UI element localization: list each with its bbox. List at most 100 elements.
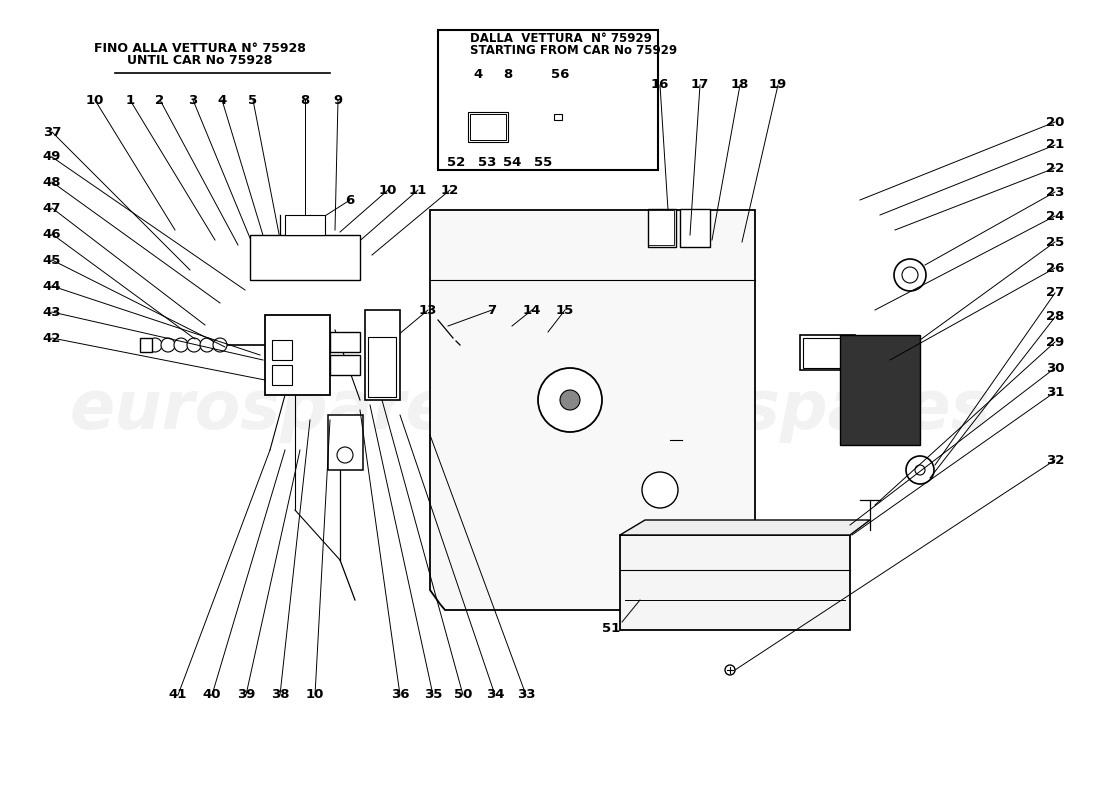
Text: 22: 22 [1046, 162, 1064, 174]
Text: 6: 6 [345, 194, 354, 206]
Bar [468, 112, 508, 142]
Text: 10: 10 [86, 94, 104, 106]
Circle shape [915, 465, 925, 475]
Text: 47: 47 [43, 202, 62, 214]
Bar [365, 310, 400, 400]
Circle shape [174, 338, 188, 352]
Bar [554, 114, 562, 120]
Text: 10: 10 [378, 183, 397, 197]
Text: 46: 46 [43, 227, 62, 241]
Text: 12: 12 [441, 183, 459, 197]
Text: 48: 48 [43, 175, 62, 189]
Circle shape [560, 390, 580, 410]
Circle shape [538, 368, 602, 432]
Text: 34: 34 [486, 689, 504, 702]
Bar [330, 332, 360, 352]
Bar [140, 338, 152, 352]
Text: 26: 26 [1046, 262, 1064, 274]
Text: 14: 14 [522, 303, 541, 317]
Text: 16: 16 [651, 78, 669, 91]
Text: 43: 43 [43, 306, 62, 318]
Bar [800, 335, 855, 370]
Text: 8: 8 [504, 69, 513, 82]
Bar [648, 209, 676, 247]
Text: 23: 23 [1046, 186, 1064, 198]
Text: 33: 33 [517, 689, 536, 702]
Bar [328, 415, 363, 470]
Bar [438, 30, 658, 170]
Text: 56: 56 [551, 69, 569, 82]
Circle shape [142, 341, 150, 349]
Text: 20: 20 [1046, 115, 1064, 129]
Polygon shape [430, 210, 755, 610]
Bar [272, 365, 292, 385]
Text: STARTING FROM CAR No 75929: STARTING FROM CAR No 75929 [470, 45, 678, 58]
Text: 18: 18 [730, 78, 749, 91]
Text: 1: 1 [125, 94, 134, 106]
Text: DALLA  VETTURA  N° 75929: DALLA VETTURA N° 75929 [470, 31, 652, 45]
Circle shape [902, 267, 918, 283]
Text: 49: 49 [43, 150, 62, 163]
Text: 9: 9 [333, 94, 342, 106]
Circle shape [161, 338, 175, 352]
Text: 41: 41 [168, 689, 187, 702]
Text: 7: 7 [487, 303, 496, 317]
Bar [272, 340, 292, 360]
Text: 32: 32 [1046, 454, 1064, 466]
Circle shape [725, 665, 735, 675]
Text: 5: 5 [249, 94, 257, 106]
Text: 27: 27 [1046, 286, 1064, 299]
Text: eurospares: eurospares [570, 377, 991, 443]
Text: 21: 21 [1046, 138, 1064, 151]
Text: 8: 8 [300, 94, 309, 106]
Text: 17: 17 [691, 78, 710, 91]
Text: 24: 24 [1046, 210, 1064, 222]
Bar [470, 114, 506, 140]
Text: 19: 19 [769, 78, 788, 91]
Text: 31: 31 [1046, 386, 1064, 398]
Circle shape [337, 447, 353, 463]
Text: 11: 11 [409, 183, 427, 197]
Bar [368, 337, 396, 397]
Text: 4: 4 [218, 94, 227, 106]
Text: 36: 36 [390, 689, 409, 702]
Circle shape [213, 338, 227, 352]
Text: 54: 54 [503, 157, 521, 170]
Circle shape [187, 338, 201, 352]
Text: 55: 55 [534, 157, 552, 170]
Text: 28: 28 [1046, 310, 1064, 323]
Text: 29: 29 [1046, 335, 1064, 349]
Text: 15: 15 [556, 303, 574, 317]
Text: 2: 2 [155, 94, 165, 106]
Polygon shape [620, 535, 850, 630]
Text: 13: 13 [419, 303, 437, 317]
Text: 52: 52 [447, 157, 465, 170]
Text: FINO ALLA VETTURA N° 75928: FINO ALLA VETTURA N° 75928 [95, 42, 306, 54]
Text: 3: 3 [188, 94, 198, 106]
Text: 39: 39 [236, 689, 255, 702]
Bar [265, 315, 330, 395]
Circle shape [292, 237, 308, 253]
Bar [330, 355, 360, 375]
Bar [285, 215, 324, 235]
Circle shape [148, 338, 162, 352]
Text: 51: 51 [602, 622, 620, 634]
Text: 45: 45 [43, 254, 62, 266]
Text: UNTIL CAR No 75928: UNTIL CAR No 75928 [128, 54, 273, 67]
Circle shape [642, 472, 678, 508]
Bar [840, 335, 920, 445]
Bar [803, 338, 852, 368]
Circle shape [906, 456, 934, 484]
Text: 4: 4 [473, 69, 483, 82]
Bar [250, 235, 360, 280]
Circle shape [376, 354, 388, 366]
Bar [648, 210, 674, 245]
Text: 53: 53 [477, 157, 496, 170]
Text: eurospares: eurospares [69, 377, 491, 443]
Text: 44: 44 [43, 279, 62, 293]
Text: 25: 25 [1046, 235, 1064, 249]
Text: 37: 37 [43, 126, 62, 138]
Text: 30: 30 [1046, 362, 1065, 374]
Text: 35: 35 [424, 689, 442, 702]
Text: 10: 10 [306, 689, 324, 702]
